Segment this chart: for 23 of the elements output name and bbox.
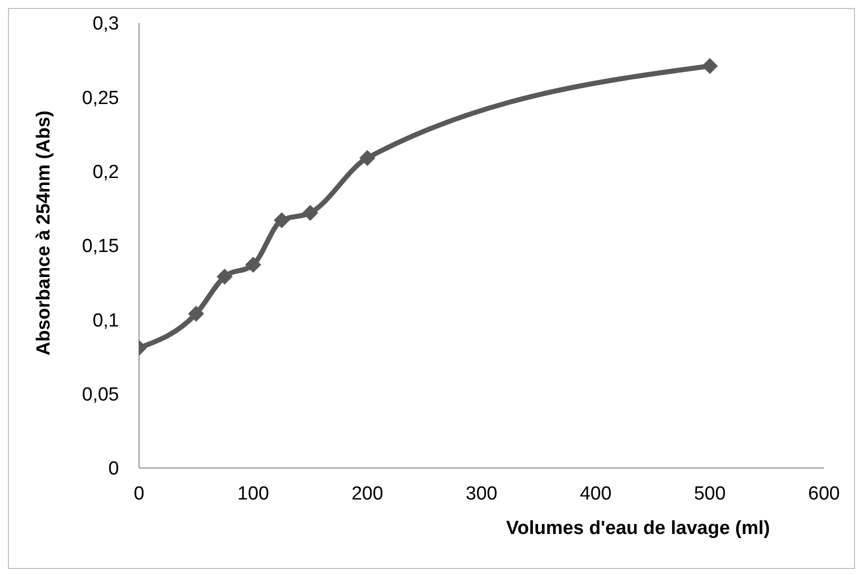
point	[245, 256, 262, 273]
y-tick-label: 0	[108, 458, 119, 480]
point	[188, 306, 204, 322]
x-tick-label: 100	[237, 483, 270, 504]
point	[302, 204, 318, 221]
x-tick-label: 400	[580, 483, 612, 504]
y-tick-label: 0,2	[92, 162, 119, 184]
point	[702, 58, 718, 74]
point	[274, 212, 290, 228]
y-tick-label: 0,3	[92, 14, 119, 35]
x-tick-label: 500	[694, 483, 726, 504]
x-tick-label: 0	[134, 483, 144, 504]
y-tick-label: 0,05	[82, 384, 119, 406]
x-tick-label: 200	[351, 483, 384, 504]
y-axis-title: Absorbance à 254nm (Abs)	[34, 110, 55, 356]
x-tick-label: 300	[466, 483, 498, 504]
point	[359, 150, 376, 166]
point	[216, 268, 233, 285]
y-tick-label: 0,25	[82, 88, 119, 109]
x-tick-label: 600	[808, 483, 840, 504]
y-tick-label: 0,1	[92, 310, 119, 332]
x-axis-title: Volumes d'eau de lavage (ml)	[506, 518, 770, 539]
y-tick-label: 0,15	[82, 236, 119, 258]
